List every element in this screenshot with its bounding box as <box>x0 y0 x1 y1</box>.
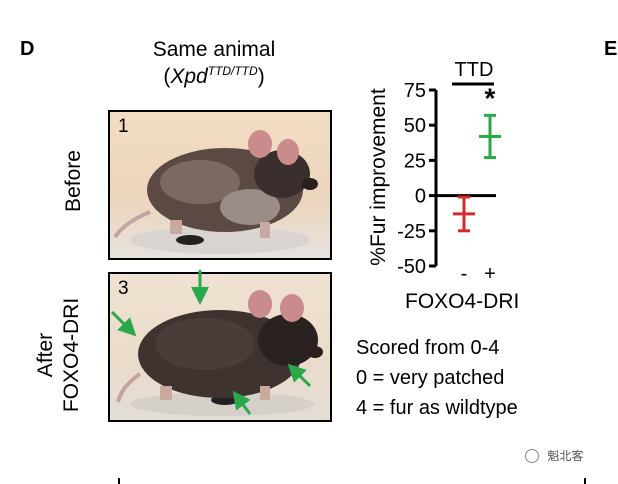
panel-letter-d: D <box>20 38 35 60</box>
scoring-legend-line2: 0 = very patched <box>356 367 505 389</box>
y-tick-label: 25 <box>404 150 426 172</box>
group-label: TTD <box>455 59 494 81</box>
fur-improvement-chart: 75 50 25 0 -25 -50 TTD - + * <box>397 59 501 285</box>
x-tick-label: + <box>484 263 496 285</box>
watermark: 魁北客 <box>525 447 600 465</box>
scoring-legend-line1: Scored from 0-4 <box>356 337 500 359</box>
data-point-control <box>453 195 475 233</box>
chart-xlabel: FOXO4-DRI <box>405 290 520 313</box>
scoring-legend-line3: 4 = fur as wildtype <box>356 397 518 419</box>
mouse-before-image <box>113 130 318 254</box>
gene-name: Xpd <box>170 65 208 88</box>
data-point-treated <box>479 113 501 160</box>
mouse-after-image <box>116 290 323 416</box>
y-tick-label: -25 <box>397 221 426 243</box>
photo-number-after: 3 <box>118 278 129 299</box>
fur-improvement-arrows <box>110 270 312 415</box>
figure-title-line1: Same animal <box>152 38 276 61</box>
watermark-text: 魁北客 <box>547 449 584 463</box>
arrow-icon <box>110 310 137 337</box>
next-panel-edge-left <box>118 478 120 484</box>
wechat-icon <box>525 448 539 463</box>
next-panel-edge-right <box>584 478 586 484</box>
y-tick-label: -50 <box>397 256 426 278</box>
row-label-after: After FOXO4-DRI <box>34 297 83 413</box>
y-tick-label: 50 <box>404 115 426 137</box>
panel-letter-e: E <box>604 38 618 60</box>
photo-after: 3 <box>108 272 332 422</box>
gene-genotype: TTD/TTD <box>207 64 258 78</box>
x-tick-label: - <box>461 263 468 285</box>
y-tick-label: 75 <box>404 80 426 102</box>
y-tick-label: 0 <box>415 186 426 208</box>
arrow-icon <box>287 363 312 388</box>
figure-title-line2: (XpdTTD/TTD) <box>163 64 265 88</box>
row-label-before: Before <box>62 150 85 212</box>
significance-star: * <box>485 82 496 113</box>
arrow-icon <box>232 390 252 415</box>
photo-before: 1 <box>108 110 332 260</box>
photo-number-before: 1 <box>118 116 129 137</box>
